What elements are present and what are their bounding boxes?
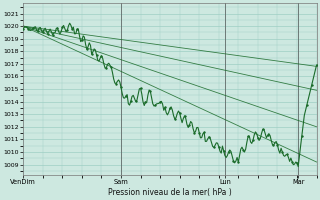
- X-axis label: Pression niveau de la mer( hPa ): Pression niveau de la mer( hPa ): [108, 188, 232, 197]
